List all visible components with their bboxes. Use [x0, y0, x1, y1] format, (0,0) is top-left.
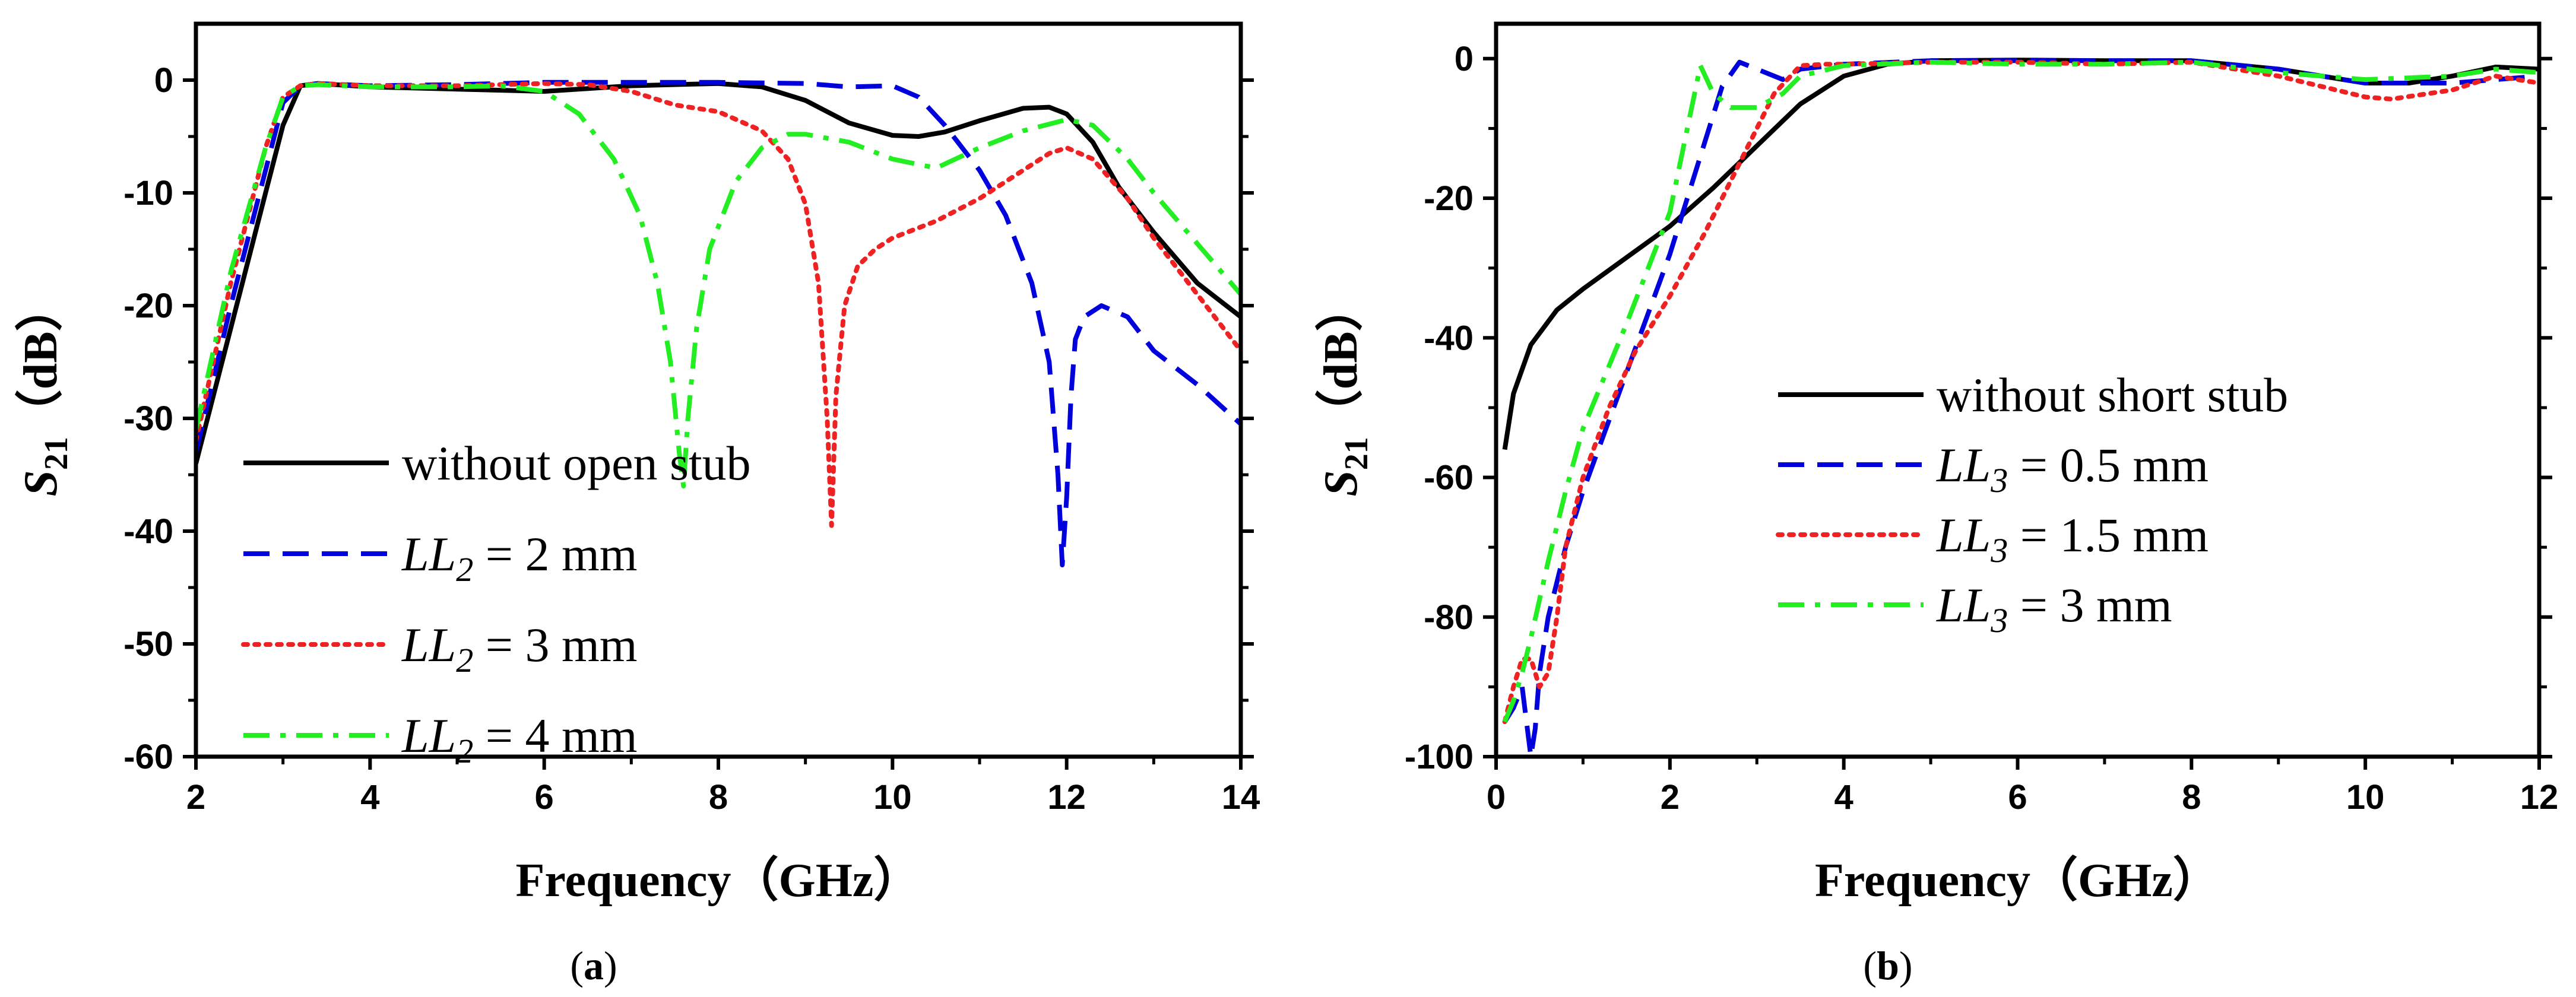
- chart-b-caption: (b): [1863, 943, 1912, 988]
- chart-a-ytick-label-5: -50: [123, 625, 173, 663]
- chart-b-ytick-label-5: -100: [1405, 738, 1474, 776]
- chart-b-series-line-3: [1502, 59, 2539, 723]
- chart-b-ytick-label-2: -40: [1424, 319, 1474, 357]
- chart-a-ytick-label-3: -30: [123, 399, 173, 438]
- chart-b-legend-label-3: LL3 = 3 mm: [1936, 578, 2172, 640]
- chart-b-xtick-label-2: 4: [1834, 778, 1853, 817]
- chart-b-xtick-label-6: 12: [2520, 778, 2559, 817]
- chart-b-xtick-label-0: 0: [1487, 778, 1506, 817]
- chart-a-series-line-3: [196, 82, 1241, 488]
- chart-a-series-group: [196, 80, 1241, 567]
- chart-b-ytick-label-0: 0: [1455, 40, 1474, 78]
- chart-b-xtick-label-5: 10: [2346, 778, 2385, 817]
- chart-a-ytick-label-6: -60: [123, 738, 173, 776]
- chart-b-series-group: [1502, 58, 2539, 757]
- chart-a-x-axis-label: Frequency（GHz）: [516, 855, 921, 907]
- chart-a-xtick-label-6: 14: [1222, 778, 1260, 817]
- chart-b-ytick-label-4: -80: [1424, 598, 1474, 637]
- chart-a-ytick-label-0: 0: [154, 61, 173, 100]
- chart-a-y-axis-label: S21（dB）: [15, 284, 75, 496]
- chart-a-series-line-0: [196, 81, 1241, 464]
- chart-a-legend-label-3: LL2 = 4 mm: [401, 709, 638, 770]
- chart-b-x-axis-label: Frequency（GHz）: [1815, 855, 2220, 907]
- chart-b-legend-label-2: LL3 = 1.5 mm: [1936, 508, 2209, 570]
- chart-a-xtick-label-0: 2: [186, 778, 205, 817]
- chart-a-caption: (a): [570, 943, 617, 988]
- chart-b-xtick-label-3: 6: [2008, 778, 2027, 817]
- chart-b-legend-label-0: without short stub: [1937, 368, 2288, 422]
- chart-b-series-line-2: [1502, 59, 2539, 725]
- chart-a-ytick-label-1: -10: [123, 174, 173, 212]
- chart-b-legend-label-1: LL3 = 0.5 mm: [1936, 438, 2209, 500]
- chart-b: 0 2 4 6 8 10 12 0 -20 -40 -60 -80 -100 Frequency（GHz）…: [1315, 21, 2559, 988]
- chart-a-legend-label-2: LL2 = 3 mm: [401, 618, 638, 680]
- chart-a: 2 4 6 8 10 12 14 0 -10 -20 -30 -40 -50 -60 Frequency（G…: [15, 21, 1260, 988]
- chart-a-xtick-label-1: 4: [360, 778, 379, 817]
- chart-a-legend-label-0: without open stub: [402, 436, 751, 490]
- chart-a-legend-label-1: LL2 = 2 mm: [401, 527, 638, 589]
- chart-a-xtick-label-5: 12: [1047, 778, 1086, 817]
- chart-b-ytick-label-1: -20: [1424, 179, 1474, 218]
- chart-b-xtick-label-1: 2: [1661, 778, 1680, 817]
- chart-a-ytick-label-4: -40: [123, 512, 173, 551]
- chart-b-ytick-label-3: -60: [1424, 459, 1474, 497]
- chart-a-xtick-label-3: 8: [709, 778, 728, 817]
- chart-b-xtick-label-4: 8: [2182, 778, 2201, 817]
- chart-a-xtick-label-4: 10: [873, 778, 912, 817]
- chart-a-xtick-label-2: 6: [535, 778, 554, 817]
- chart-b-y-axis-label: S21（dB）: [1315, 284, 1375, 496]
- chart-a-ytick-label-2: -20: [123, 287, 173, 325]
